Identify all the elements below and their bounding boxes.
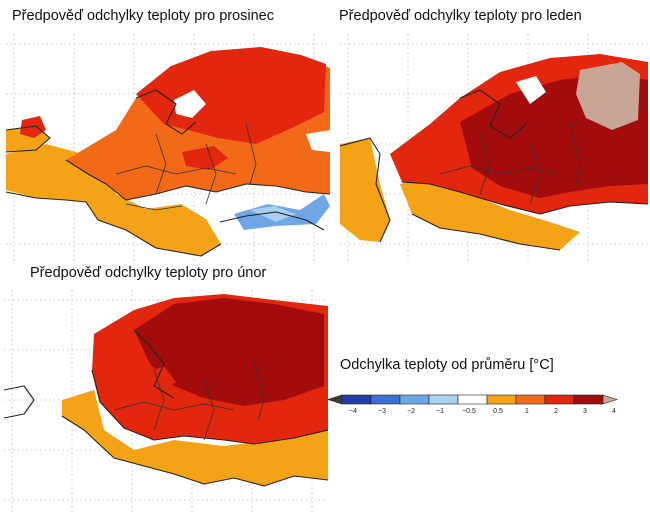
coastline: [91, 369, 328, 445]
coastline: [401, 181, 648, 215]
coastline: [459, 89, 527, 139]
country-border: [205, 143, 217, 205]
legend-tick-label: 3: [583, 408, 587, 415]
coastline: [340, 137, 391, 243]
coastline: [6, 125, 51, 153]
map-february: [4, 290, 328, 512]
country-border: [245, 123, 257, 185]
anomaly-band: [250, 206, 296, 222]
anomaly-band: [136, 47, 326, 144]
country-border: [203, 379, 215, 441]
anomaly-band: [400, 174, 580, 250]
legend-swatch: [573, 394, 604, 405]
anomaly-band: [134, 298, 324, 406]
coastline: [4, 385, 35, 419]
map-title-january: Předpověď odchylky teploty pro leden: [339, 8, 582, 24]
legend-swatch: [328, 394, 343, 405]
country-border: [125, 203, 183, 211]
map-december-canvas: [6, 34, 330, 264]
anomaly-band: [516, 76, 546, 104]
map-february-canvas: [4, 290, 328, 512]
legend-swatch: [399, 394, 430, 405]
legend-tick-label: 4: [612, 408, 616, 415]
legend-swatch: [544, 394, 575, 405]
coastline: [135, 89, 197, 135]
legend-tick-label: −3: [378, 408, 386, 415]
legend-swatch: [602, 394, 618, 405]
map-title-december: Předpověď odchylky teploty pro prosinec: [12, 8, 274, 24]
legend-tick-label: −0.5: [462, 408, 476, 415]
map-january-canvas: [340, 34, 648, 264]
legend-swatch: [341, 394, 372, 405]
anomaly-band: [174, 90, 206, 118]
color-legend: −4 −3 −2 −1 −0.5 0.5 1 2 3 4: [328, 394, 618, 415]
coastline: [61, 415, 328, 487]
map-december: [6, 34, 330, 264]
anomaly-band: [20, 116, 46, 138]
country-border: [569, 123, 581, 185]
country-border: [155, 133, 167, 195]
anomaly-band: [62, 390, 328, 486]
legend-tick-label: −2: [407, 408, 415, 415]
country-border: [253, 359, 265, 421]
legend-swatch: [515, 394, 546, 405]
coastline: [411, 213, 561, 251]
legend-tick-label: −4: [349, 408, 357, 415]
country-border: [439, 165, 561, 175]
anomaly-band: [340, 138, 390, 242]
country-border: [115, 165, 237, 175]
coastline: [6, 191, 222, 257]
anomaly-band: [576, 62, 640, 130]
map-january: [340, 34, 648, 264]
legend-tick-label: 2: [554, 408, 558, 415]
anomaly-band: [6, 144, 221, 256]
anomaly-band: [306, 130, 330, 152]
country-border: [153, 369, 165, 431]
country-border: [479, 133, 491, 195]
legend-swatch: [486, 394, 517, 405]
anomaly-band: [182, 146, 228, 170]
coastline: [219, 211, 325, 231]
legend-title: Odchylka teploty od průměru [°C]: [340, 357, 554, 373]
coastline: [65, 159, 330, 201]
country-border: [113, 401, 235, 411]
legend-swatch: [428, 394, 459, 405]
legend-tick-label: 1: [525, 408, 529, 415]
country-border: [529, 143, 541, 205]
legend-tick-label: −1: [436, 408, 444, 415]
anomaly-band: [144, 366, 176, 394]
legend-swatch: [457, 394, 488, 405]
legend-tick-label: 0.5: [493, 408, 503, 415]
legend-swatch: [370, 394, 401, 405]
map-title-february: Předpověď odchylky teploty pro únor: [30, 265, 267, 281]
